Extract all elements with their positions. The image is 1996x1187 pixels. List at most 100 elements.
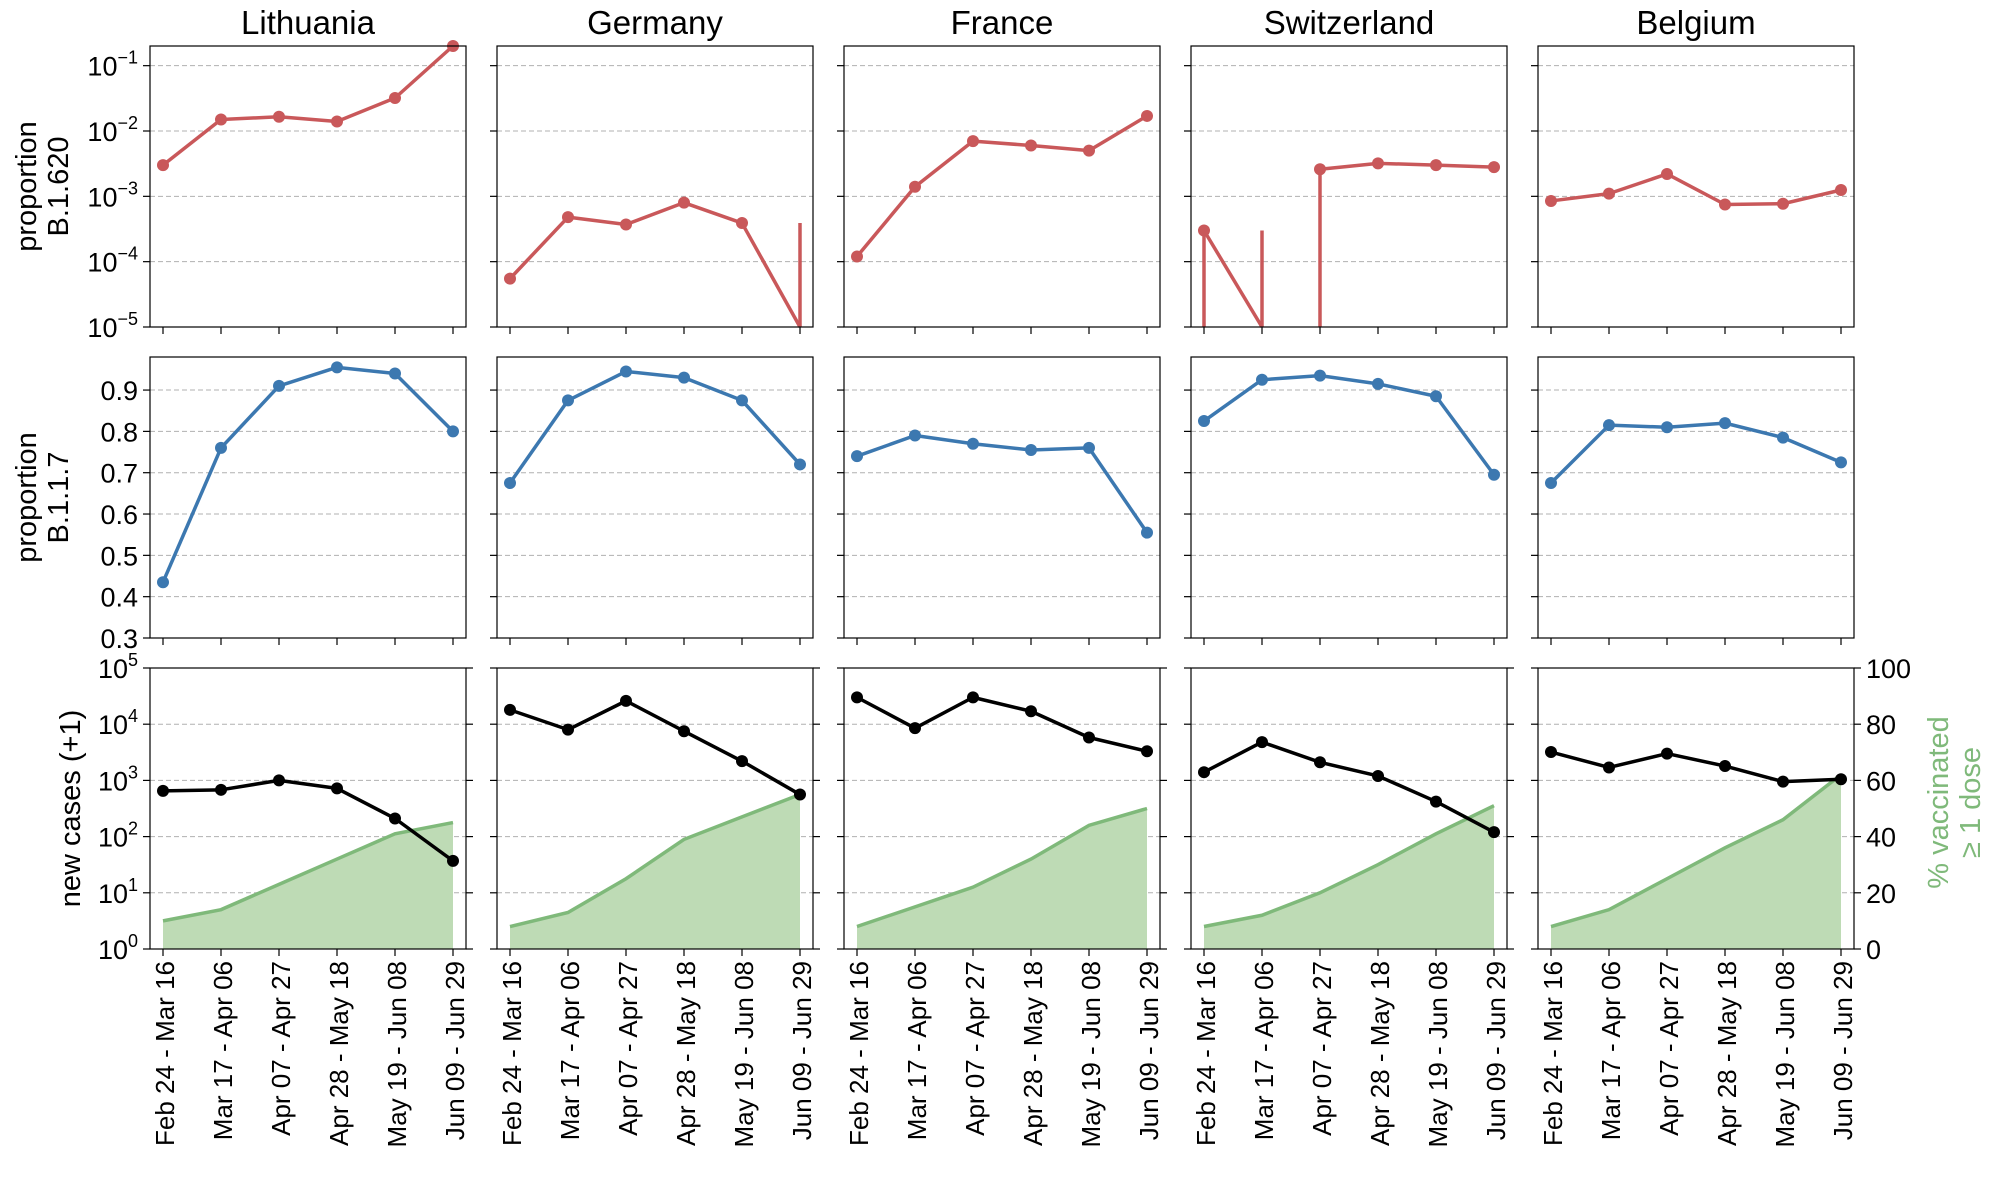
series-line-segment <box>1434 395 1496 476</box>
series-line-segment <box>1608 423 1668 429</box>
data-point <box>909 180 921 193</box>
data-point <box>1661 421 1673 434</box>
x-tick-label: Mar 17 - Apr 06 <box>1249 961 1279 1140</box>
x-tick-label: Apr 07 - Apr 27 <box>613 961 643 1136</box>
data-point <box>1025 705 1037 718</box>
x-tick-label: Feb 24 - Mar 16 <box>150 961 180 1146</box>
data-point <box>562 394 574 407</box>
series-line-segment <box>1435 163 1495 169</box>
series-line-segment <box>1319 373 1379 386</box>
y-tick-label: 10−4 <box>87 244 138 278</box>
series-line-segment <box>1549 423 1611 485</box>
x-tick-label: Jun 09 - Jun 29 <box>1134 961 1164 1140</box>
series-line-segment <box>1030 143 1090 153</box>
data-point <box>273 379 285 392</box>
data-point <box>736 217 748 230</box>
y-tick-label: 10−3 <box>87 178 138 212</box>
y-tick-label: 100 <box>98 931 138 965</box>
series-line-segment <box>1377 774 1437 804</box>
series-line-segment <box>1202 229 1264 328</box>
panel-cases-belgium <box>1531 667 1861 956</box>
panel-b1620-germany <box>490 45 814 334</box>
y-tick-label: 0.9 <box>100 376 138 406</box>
panel-frame <box>1190 667 1508 950</box>
data-point <box>331 115 343 128</box>
series-line-segment <box>1724 202 1784 207</box>
y-tick-label: 10−2 <box>87 113 138 147</box>
data-point <box>1777 431 1789 444</box>
series-line-segment <box>855 185 917 258</box>
data-point <box>504 477 516 490</box>
data-point <box>1777 775 1789 788</box>
x-tick-label: Apr 28 - May 18 <box>1018 961 1048 1146</box>
y-tick-label: 0.6 <box>100 500 138 530</box>
series-line-segment <box>336 786 396 821</box>
data-point <box>1198 766 1210 779</box>
series-line-segment <box>1030 446 1090 452</box>
series-line-segment <box>1782 777 1842 784</box>
panel-cases-switzerland <box>1184 667 1514 956</box>
right-tick-label: 80 <box>1866 710 1896 740</box>
y-tick-label: 101 <box>98 875 138 909</box>
panel-frame <box>149 356 467 639</box>
series-line-segment <box>625 369 685 380</box>
y-axis-label: B.1.620 <box>43 137 75 237</box>
x-tick-label: Apr 07 - Apr 27 <box>266 961 296 1136</box>
y-tick-label: 10−5 <box>87 309 138 343</box>
x-tick-label: May 19 - Jun 08 <box>729 961 759 1147</box>
x-tick-label: May 19 - Jun 08 <box>1076 961 1106 1147</box>
panel-b1620-lithuania <box>143 40 467 334</box>
panel-frame <box>1190 45 1508 328</box>
data-point <box>1141 109 1153 122</box>
y-tick-label: 104 <box>98 706 138 740</box>
y-tick-label: 10−1 <box>87 48 138 82</box>
vaccinated-line <box>1550 773 1843 929</box>
x-tick-label: Apr 07 - Apr 27 <box>960 961 990 1136</box>
panel-frame <box>843 45 1161 328</box>
x-tick-label: Feb 24 - Mar 16 <box>497 961 527 1146</box>
data-point <box>389 91 401 104</box>
series-line-segment <box>1724 764 1784 784</box>
data-point <box>1083 144 1095 157</box>
x-tick-label: Mar 17 - Apr 06 <box>902 961 932 1140</box>
y-axis-label: proportion <box>11 121 43 252</box>
y-axis-label: new cases (+1) <box>55 710 87 907</box>
data-point <box>1314 369 1326 382</box>
data-point <box>1372 377 1384 390</box>
series-line-segment <box>972 442 1032 452</box>
panel-b117-switzerland <box>1184 356 1508 645</box>
panel-frame <box>496 356 814 639</box>
series-line-segment <box>1782 188 1842 206</box>
series-line-segment <box>740 222 802 328</box>
series-line-segment <box>278 115 338 124</box>
panel-frame <box>496 667 814 950</box>
series-line-segment <box>1608 172 1668 196</box>
data-point <box>909 429 921 442</box>
panel-frame <box>1537 45 1855 328</box>
panel-b117-france <box>837 356 1161 645</box>
series-line-segment <box>220 115 280 122</box>
data-point <box>273 110 285 123</box>
panel-cases-germany <box>490 667 820 956</box>
x-tick-label: Apr 28 - May 18 <box>324 961 354 1146</box>
series-line-segment <box>1782 435 1842 464</box>
panel-b117-belgium <box>1531 356 1855 645</box>
series-line-segment <box>393 44 455 100</box>
data-point <box>1430 795 1442 808</box>
y-axis-label: proportion <box>11 432 43 563</box>
vaccinated-area <box>510 794 800 949</box>
panel-b1620-france <box>837 45 1161 334</box>
panel-cases-france <box>837 667 1167 956</box>
data-point <box>620 694 632 707</box>
data-point <box>1719 760 1731 773</box>
country-title: France <box>951 4 1054 41</box>
series-line-segment <box>1203 740 1263 774</box>
data-point <box>447 425 459 438</box>
data-point <box>331 782 343 795</box>
data-point <box>851 691 863 704</box>
series-line-segment <box>1608 751 1668 770</box>
y-tick-label: 0.5 <box>100 541 138 571</box>
data-point <box>678 196 690 209</box>
x-tick-label: Mar 17 - Apr 06 <box>208 961 238 1140</box>
data-point <box>1025 139 1037 152</box>
